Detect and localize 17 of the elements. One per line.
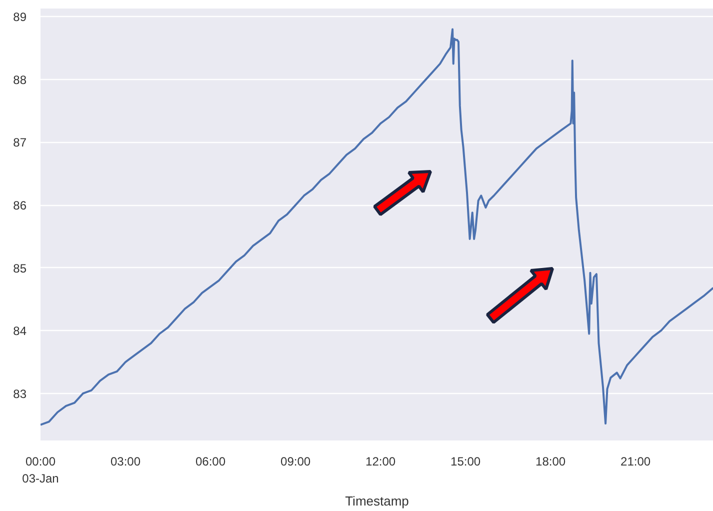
y-tick-label: 85: [13, 261, 27, 276]
y-tick-label: 88: [13, 72, 27, 87]
y-tick-label: 84: [13, 324, 27, 338]
x-tick-label: 00:00 03-Jan: [22, 454, 59, 486]
x-tick-label: 18:00: [536, 454, 566, 468]
y-tick-label: 86: [13, 198, 27, 213]
x-tick-label: 03:00: [110, 454, 141, 468]
y-tick-label: 87: [13, 136, 27, 150]
y-tick-label: 89: [13, 10, 27, 24]
x-tick-label: 21:00: [620, 454, 651, 468]
line-series: [40, 28, 713, 426]
x-tick-label: 06:00: [196, 454, 226, 468]
x-axis-title: Timestamp: [345, 493, 409, 508]
x-tick-label: 09:00: [280, 454, 311, 468]
x-tick-label: 12:00: [366, 454, 396, 468]
y-tick-label: 83: [13, 386, 27, 401]
x-tick-label: 15:00: [450, 454, 481, 468]
